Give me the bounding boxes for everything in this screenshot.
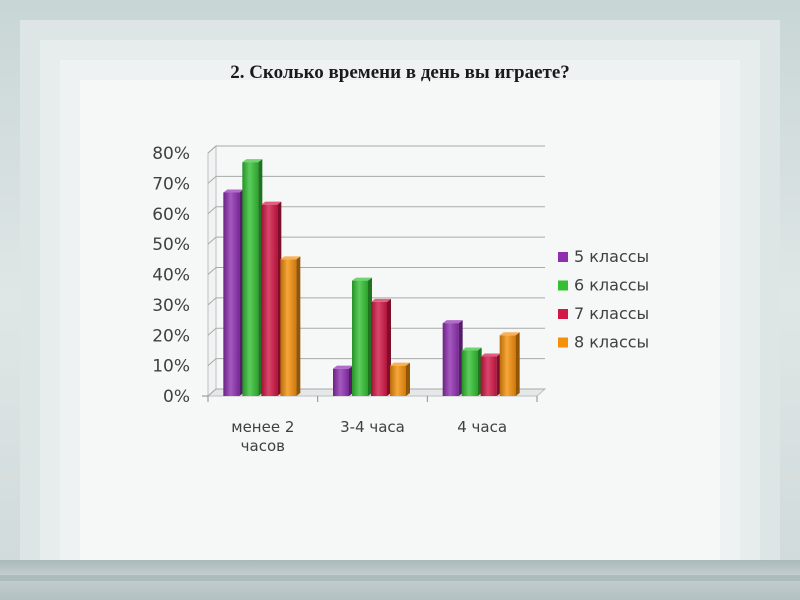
- y-tick-label: 70%: [152, 174, 190, 194]
- gridline: [207, 327, 545, 336]
- x-tick-label: 3-4 часа: [340, 418, 405, 436]
- bar-top: [480, 353, 501, 357]
- x-tick-label: 4 часа: [457, 418, 507, 436]
- y-tick-label: 80%: [152, 144, 190, 164]
- bar-top: [280, 256, 301, 260]
- gridline: [207, 236, 545, 245]
- gridline: [207, 388, 545, 397]
- bar: [333, 368, 349, 396]
- slide-bottom-stripe: [0, 575, 800, 581]
- bar-top: [461, 347, 482, 351]
- bar: [261, 204, 278, 396]
- bar-side: [515, 332, 520, 396]
- bar-top: [499, 332, 520, 336]
- gridline: [207, 358, 545, 367]
- gridline: [207, 267, 545, 275]
- bar: [499, 335, 516, 396]
- bar-side: [406, 362, 410, 396]
- bar-top: [390, 362, 410, 366]
- legend-swatch: [558, 252, 568, 262]
- bar-top: [442, 320, 463, 324]
- y-tick-label: 20%: [152, 326, 190, 346]
- legend-swatch: [558, 337, 568, 348]
- y-tick-label: 50%: [152, 235, 190, 255]
- y-tick-label: 30%: [152, 296, 190, 316]
- bar-top: [242, 159, 263, 163]
- y-tick-label: 10%: [152, 357, 190, 377]
- bar-top: [333, 365, 353, 369]
- bar-top: [371, 298, 391, 302]
- bar-top: [352, 277, 372, 281]
- gridline: [207, 206, 545, 215]
- bar: [242, 162, 259, 396]
- legend-label: 8 классы: [574, 333, 649, 352]
- bar: [442, 323, 459, 396]
- bar: [223, 192, 240, 396]
- slide-content-area: [80, 80, 720, 560]
- y-tick-label: 40%: [152, 266, 190, 286]
- bar: [480, 356, 497, 396]
- legend-label: 6 классы: [574, 276, 649, 295]
- legend-label: 5 классы: [574, 247, 649, 266]
- y-tick-label: 0%: [163, 387, 190, 407]
- bar: [390, 365, 406, 396]
- bar: [352, 280, 368, 396]
- bar-top: [261, 201, 282, 205]
- legend-swatch: [558, 280, 568, 291]
- chart-title: 2. Сколько времени в день вы играете?: [230, 62, 570, 83]
- gridline: [207, 175, 545, 184]
- legend-label: 7 классы: [574, 304, 649, 323]
- bar: [461, 350, 478, 396]
- gridline: [207, 145, 545, 154]
- bar-top: [223, 189, 244, 193]
- bar: [280, 259, 297, 396]
- bar-side: [296, 256, 301, 396]
- bar: [371, 301, 387, 396]
- x-tick-label: менее 2 часов: [231, 418, 294, 455]
- legend-swatch: [558, 309, 568, 319]
- y-tick-label: 60%: [152, 205, 190, 225]
- gridline: [207, 297, 545, 306]
